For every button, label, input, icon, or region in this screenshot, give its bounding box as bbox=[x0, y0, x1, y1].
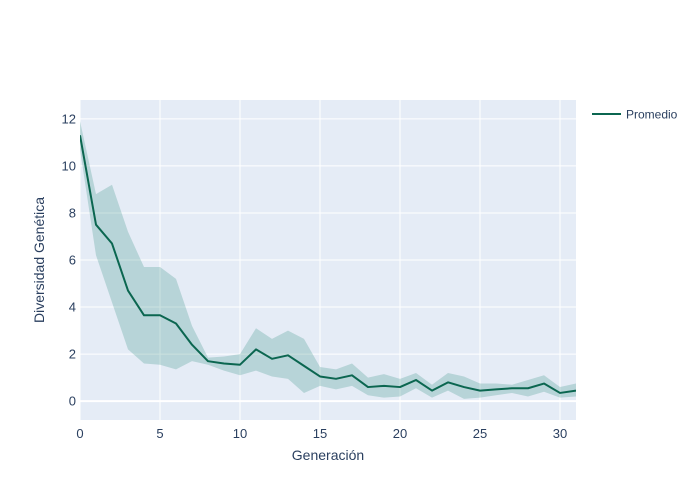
x-tick-label: 20 bbox=[393, 426, 407, 441]
x-tick-label: 0 bbox=[76, 426, 83, 441]
y-tick-label: 8 bbox=[69, 205, 76, 220]
legend-label-promedio: Promedio bbox=[626, 108, 678, 122]
x-tick-label: 5 bbox=[156, 426, 163, 441]
x-tick-label: 10 bbox=[233, 426, 247, 441]
y-tick-label: 12 bbox=[62, 111, 76, 126]
y-tick-label: 6 bbox=[69, 253, 76, 268]
y-tick-label: 2 bbox=[69, 347, 76, 362]
x-tick-label: 25 bbox=[473, 426, 487, 441]
x-tick-label: 30 bbox=[553, 426, 567, 441]
y-tick-label: 0 bbox=[69, 394, 76, 409]
y-tick-label: 10 bbox=[62, 158, 76, 173]
x-axis-title: Generación bbox=[292, 447, 364, 463]
series-line-promedio bbox=[80, 135, 576, 394]
grid-lines bbox=[79, 100, 576, 420]
x-tick-label: 15 bbox=[313, 426, 327, 441]
legend[interactable]: Promedio bbox=[592, 108, 678, 122]
x-tick-labels: 0 5 10 15 20 25 30 bbox=[76, 426, 567, 441]
y-tick-labels: 0 2 4 6 8 10 12 bbox=[62, 111, 76, 408]
series-line-layer bbox=[80, 135, 576, 394]
y-tick-label: 4 bbox=[69, 300, 76, 315]
y-axis-title: Diversidad Genética bbox=[31, 197, 47, 323]
